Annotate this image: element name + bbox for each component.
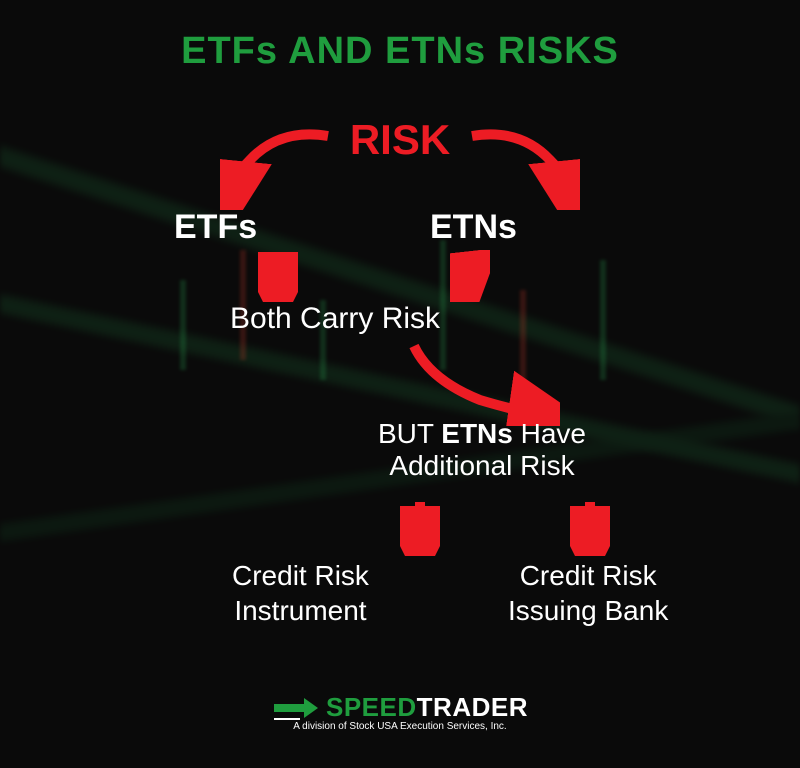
credit-instrument-l1: Credit Risk	[232, 560, 369, 591]
page-title: ETFs AND ETNs RISKS	[0, 30, 800, 73]
arrow-risk-to-etns	[460, 120, 580, 210]
etfs-node: ETFs	[174, 208, 257, 247]
arrow-etns-down	[450, 250, 490, 302]
additional-risk-node: BUT ETNs Have Additional Risk	[378, 418, 586, 482]
credit-bank-l2: Issuing Bank	[508, 595, 668, 626]
logo-part1: SPEED	[326, 692, 417, 722]
arrow-to-additional-risk	[400, 340, 560, 426]
credit-risk-bank-node: Credit Risk Issuing Bank	[508, 558, 668, 628]
but-tail: Have	[513, 418, 586, 449]
risk-root-node: RISK	[0, 116, 800, 164]
but-etns-bold: ETNs	[441, 418, 513, 449]
logo-part2: TRADER	[417, 692, 528, 722]
etns-node: ETNs	[430, 208, 517, 247]
but-line2: Additional Risk	[389, 450, 574, 481]
arrow-etfs-down	[258, 250, 298, 302]
credit-risk-instrument-node: Credit Risk Instrument	[232, 558, 369, 628]
arrow-to-credit-instrument	[400, 498, 440, 556]
logo: SPEEDTRADER A division of Stock USA Exec…	[0, 692, 800, 732]
bg-candle	[180, 280, 186, 370]
logo-arrow-icon	[272, 698, 320, 720]
logo-name: SPEEDTRADER	[0, 692, 800, 723]
arrow-risk-to-etfs	[220, 120, 340, 210]
credit-bank-l1: Credit Risk	[520, 560, 657, 591]
arrow-to-credit-bank	[570, 498, 610, 556]
but-prefix: BUT	[378, 418, 441, 449]
credit-instrument-l2: Instrument	[234, 595, 366, 626]
both-carry-risk-node: Both Carry Risk	[230, 302, 440, 336]
logo-tagline: A division of Stock USA Execution Servic…	[0, 721, 800, 732]
bg-candle	[600, 260, 606, 380]
